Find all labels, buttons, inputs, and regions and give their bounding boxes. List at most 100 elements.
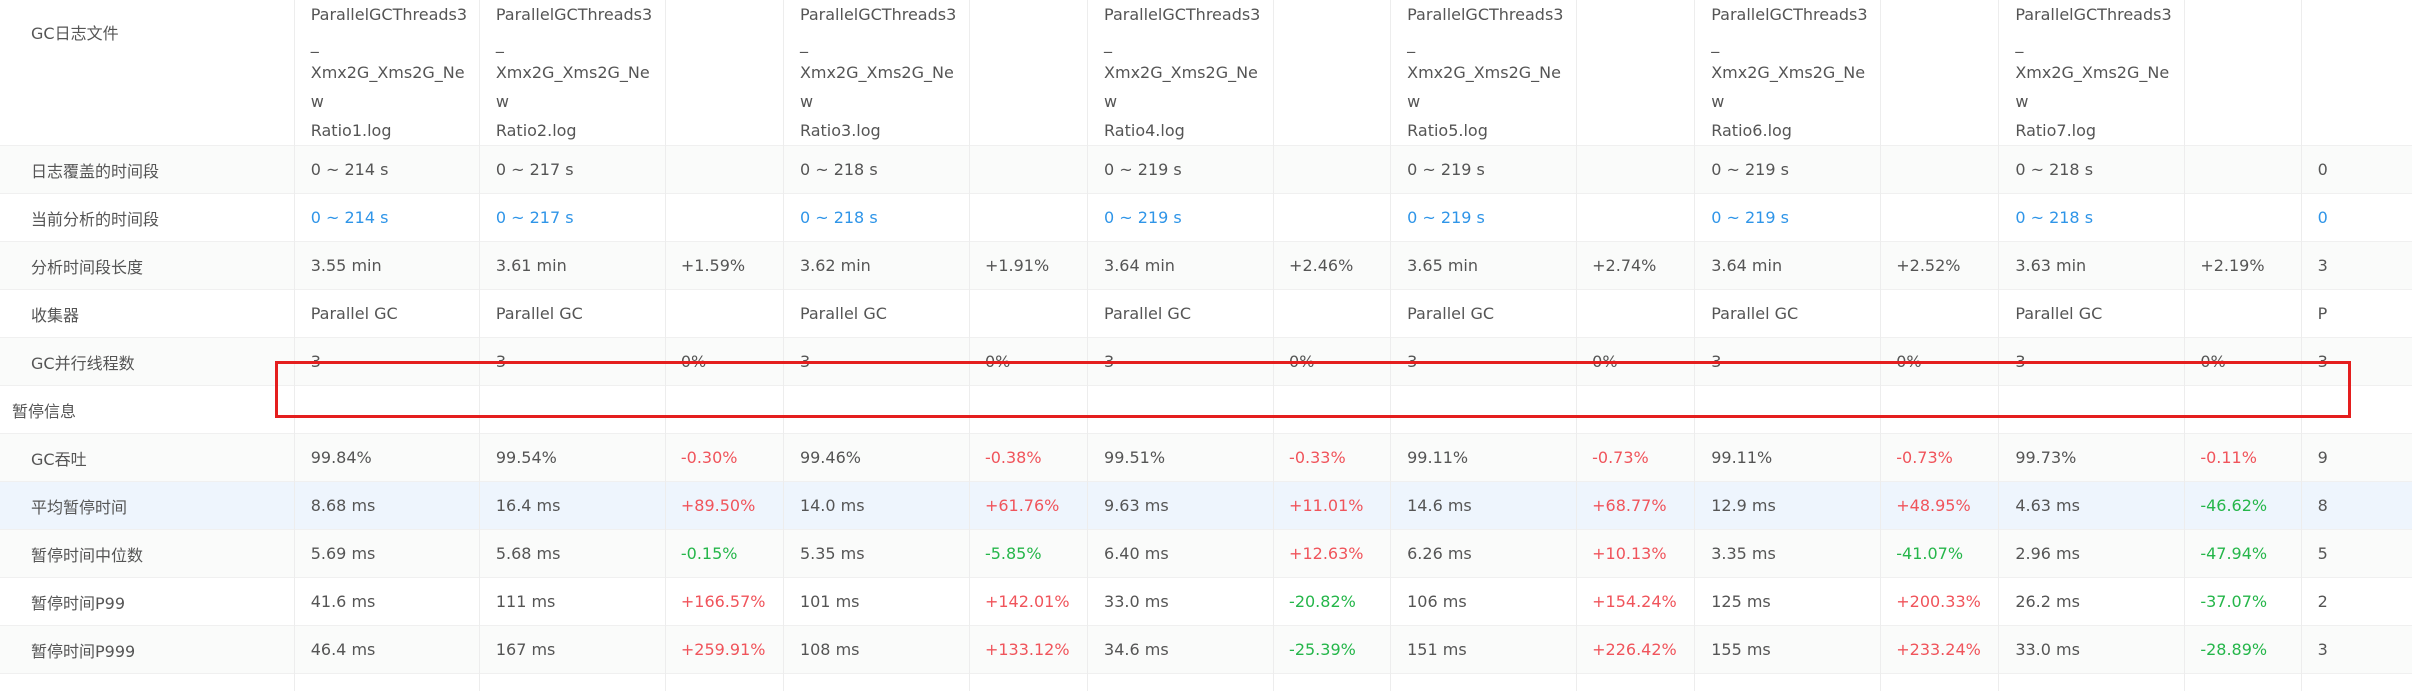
metric-value: 9: [2300, 433, 2412, 482]
time-range-link[interactable]: 0 ~ 219 s: [1694, 193, 1881, 242]
metric-value: Parallel GC: [478, 289, 666, 338]
metric-value: 111 ms: [478, 577, 666, 626]
diff-percent: [1273, 193, 1391, 242]
diff-percent: [2184, 289, 2302, 338]
metric-value: 3: [2300, 673, 2412, 691]
metric-value: 3.63 min: [1998, 241, 2185, 290]
metric-value: 8.68 ms: [293, 481, 480, 530]
metric-value: 108 ms: [782, 625, 970, 674]
metric-value: 3.55 min: [293, 241, 480, 290]
metric-value: 14.6 ms: [1390, 481, 1577, 530]
log-file-name: [2300, 0, 2412, 146]
diff-percent: [1880, 193, 1999, 242]
metric-value: Parallel GC: [1998, 289, 2185, 338]
metric-value: 0 ~ 219 s: [1087, 145, 1274, 194]
time-range-link[interactable]: 0 ~ 214 s: [293, 193, 480, 242]
diff-percent: -41.07%: [1880, 529, 1999, 578]
metric-value: 34.8 ms: [1087, 673, 1274, 691]
log-file-name: ParallelGCThreads3_ Xmx2G_Xms2G_New Ratio6…: [1694, 0, 1881, 146]
log-file-name-line: Xmx2G_Xms2G_New: [2015, 63, 2170, 111]
metric-value: 125 ms: [1694, 577, 1881, 626]
table-row: 收集器 Parallel GC Parallel GC Parallel GC Para…: [0, 289, 2412, 338]
table-row: GC吞吐 99.84% 99.54% -0.30% 99.46% -0.38% 99.51%…: [0, 433, 2412, 482]
time-range-link[interactable]: 0: [2300, 193, 2412, 242]
metric-value: 3: [2300, 337, 2412, 386]
empty-cell: [968, 385, 1088, 434]
metric-value: Parallel GC: [1087, 289, 1274, 338]
log-file-name: ParallelGCThreads3_ Xmx2G_Xms2G_New Ratio7…: [1998, 0, 2185, 146]
metric-label: 分析时间段长度: [0, 241, 295, 290]
metric-value: 9.63 ms: [1087, 481, 1274, 530]
diff-percent: +2.74%: [1576, 241, 1695, 290]
empty-cell: [1998, 385, 2185, 434]
diff-percent: -28.41%: [2184, 673, 2302, 691]
section-header: 暂停信息: [0, 385, 295, 434]
log-file-name-line: Ratio3.log: [799, 121, 881, 140]
log-file-name-line: Ratio2.log: [495, 121, 577, 140]
metric-value: 3.35 ms: [1694, 529, 1881, 578]
diff-percent: +235.73%: [1576, 673, 1695, 691]
metric-label: 平均暂停时间: [0, 481, 295, 530]
empty-cell: [1390, 385, 1577, 434]
empty-cell: [1880, 385, 1999, 434]
metric-value: 151 ms: [1390, 625, 1577, 674]
diff-percent: -0.11%: [2184, 433, 2302, 482]
metric-value: 3: [1087, 337, 1274, 386]
empty-cell: [293, 385, 480, 434]
diff-percent: [968, 145, 1088, 194]
log-file-name-line: Ratio7.log: [2015, 121, 2097, 140]
metric-value: 99.51%: [1087, 433, 1274, 482]
metric-value: 14.0 ms: [782, 481, 970, 530]
diff-percent: [1576, 289, 1695, 338]
metric-value: Parallel GC: [293, 289, 480, 338]
metric-value: 41.6 ms: [293, 577, 480, 626]
diff-percent: -25.80%: [1273, 673, 1391, 691]
time-range-link[interactable]: 0 ~ 218 s: [1998, 193, 2185, 242]
diff-percent: -5.85%: [968, 529, 1088, 578]
metric-label: 暂停时间P999: [0, 625, 295, 674]
time-range-link[interactable]: 0 ~ 218 s: [782, 193, 970, 242]
metric-value: 0 ~ 219 s: [1390, 145, 1577, 194]
diff-percent: [2184, 193, 2302, 242]
log-file-name: ParallelGCThreads3_ Xmx2G_Xms2G_New Ratio5…: [1390, 0, 1577, 146]
diff-percent: -47.94%: [2184, 529, 2302, 578]
metric-value: 0 ~ 217 s: [478, 145, 666, 194]
log-file-name-line: Ratio6.log: [1711, 121, 1792, 140]
metric-value: 99.11%: [1694, 433, 1881, 482]
metric-value: 0 ~ 219 s: [1694, 145, 1881, 194]
metric-label: 当前分析的时间段: [0, 193, 295, 242]
metric-value: 0 ~ 218 s: [1998, 145, 2185, 194]
diff-percent: 0%: [1576, 337, 1695, 386]
diff-header-cell: [2184, 0, 2302, 146]
diff-percent: +133.12%: [968, 625, 1088, 674]
table-row: 平均暂停时间 8.68 ms 16.4 ms +89.50% 14.0 ms +61.76…: [0, 481, 2412, 530]
log-file-name-line: ParallelGCThreads3_: [1104, 5, 1261, 53]
diff-header-cell: [1273, 0, 1391, 146]
diff-header-cell: [1576, 0, 1695, 146]
log-file-name-line: ParallelGCThreads3_: [799, 5, 957, 53]
metric-label: 日志覆盖的时间段: [0, 145, 295, 194]
diff-percent: -25.39%: [1273, 625, 1391, 674]
metric-value: 0: [2300, 145, 2412, 194]
diff-percent: [664, 193, 784, 242]
metric-value: 4.63 ms: [1998, 481, 2185, 530]
metric-value: 99.46%: [782, 433, 970, 482]
diff-percent: [968, 289, 1088, 338]
time-range-link[interactable]: 0 ~ 219 s: [1087, 193, 1274, 242]
log-file-name-line: Ratio1.log: [310, 121, 392, 140]
metric-value: 46.9 ms: [293, 673, 480, 691]
time-range-link[interactable]: 0 ~ 217 s: [478, 193, 666, 242]
empty-cell: [1694, 385, 1881, 434]
table-row: 暂停时间P999 46.4 ms 167 ms +259.91% 108 ms +133.…: [0, 625, 2412, 674]
metric-value: 173 ms: [478, 673, 666, 691]
empty-cell: [782, 385, 970, 434]
diff-percent: +269.11%: [664, 673, 784, 691]
diff-percent: 0%: [2184, 337, 2302, 386]
metric-label: GC并行线程数: [0, 337, 295, 386]
time-range-link[interactable]: 0 ~ 219 s: [1390, 193, 1577, 242]
metric-value: Parallel GC: [1694, 289, 1881, 338]
metric-value: 99.73%: [1998, 433, 2185, 482]
metric-value: 12.9 ms: [1694, 481, 1881, 530]
diff-percent: -0.33%: [1273, 433, 1391, 482]
